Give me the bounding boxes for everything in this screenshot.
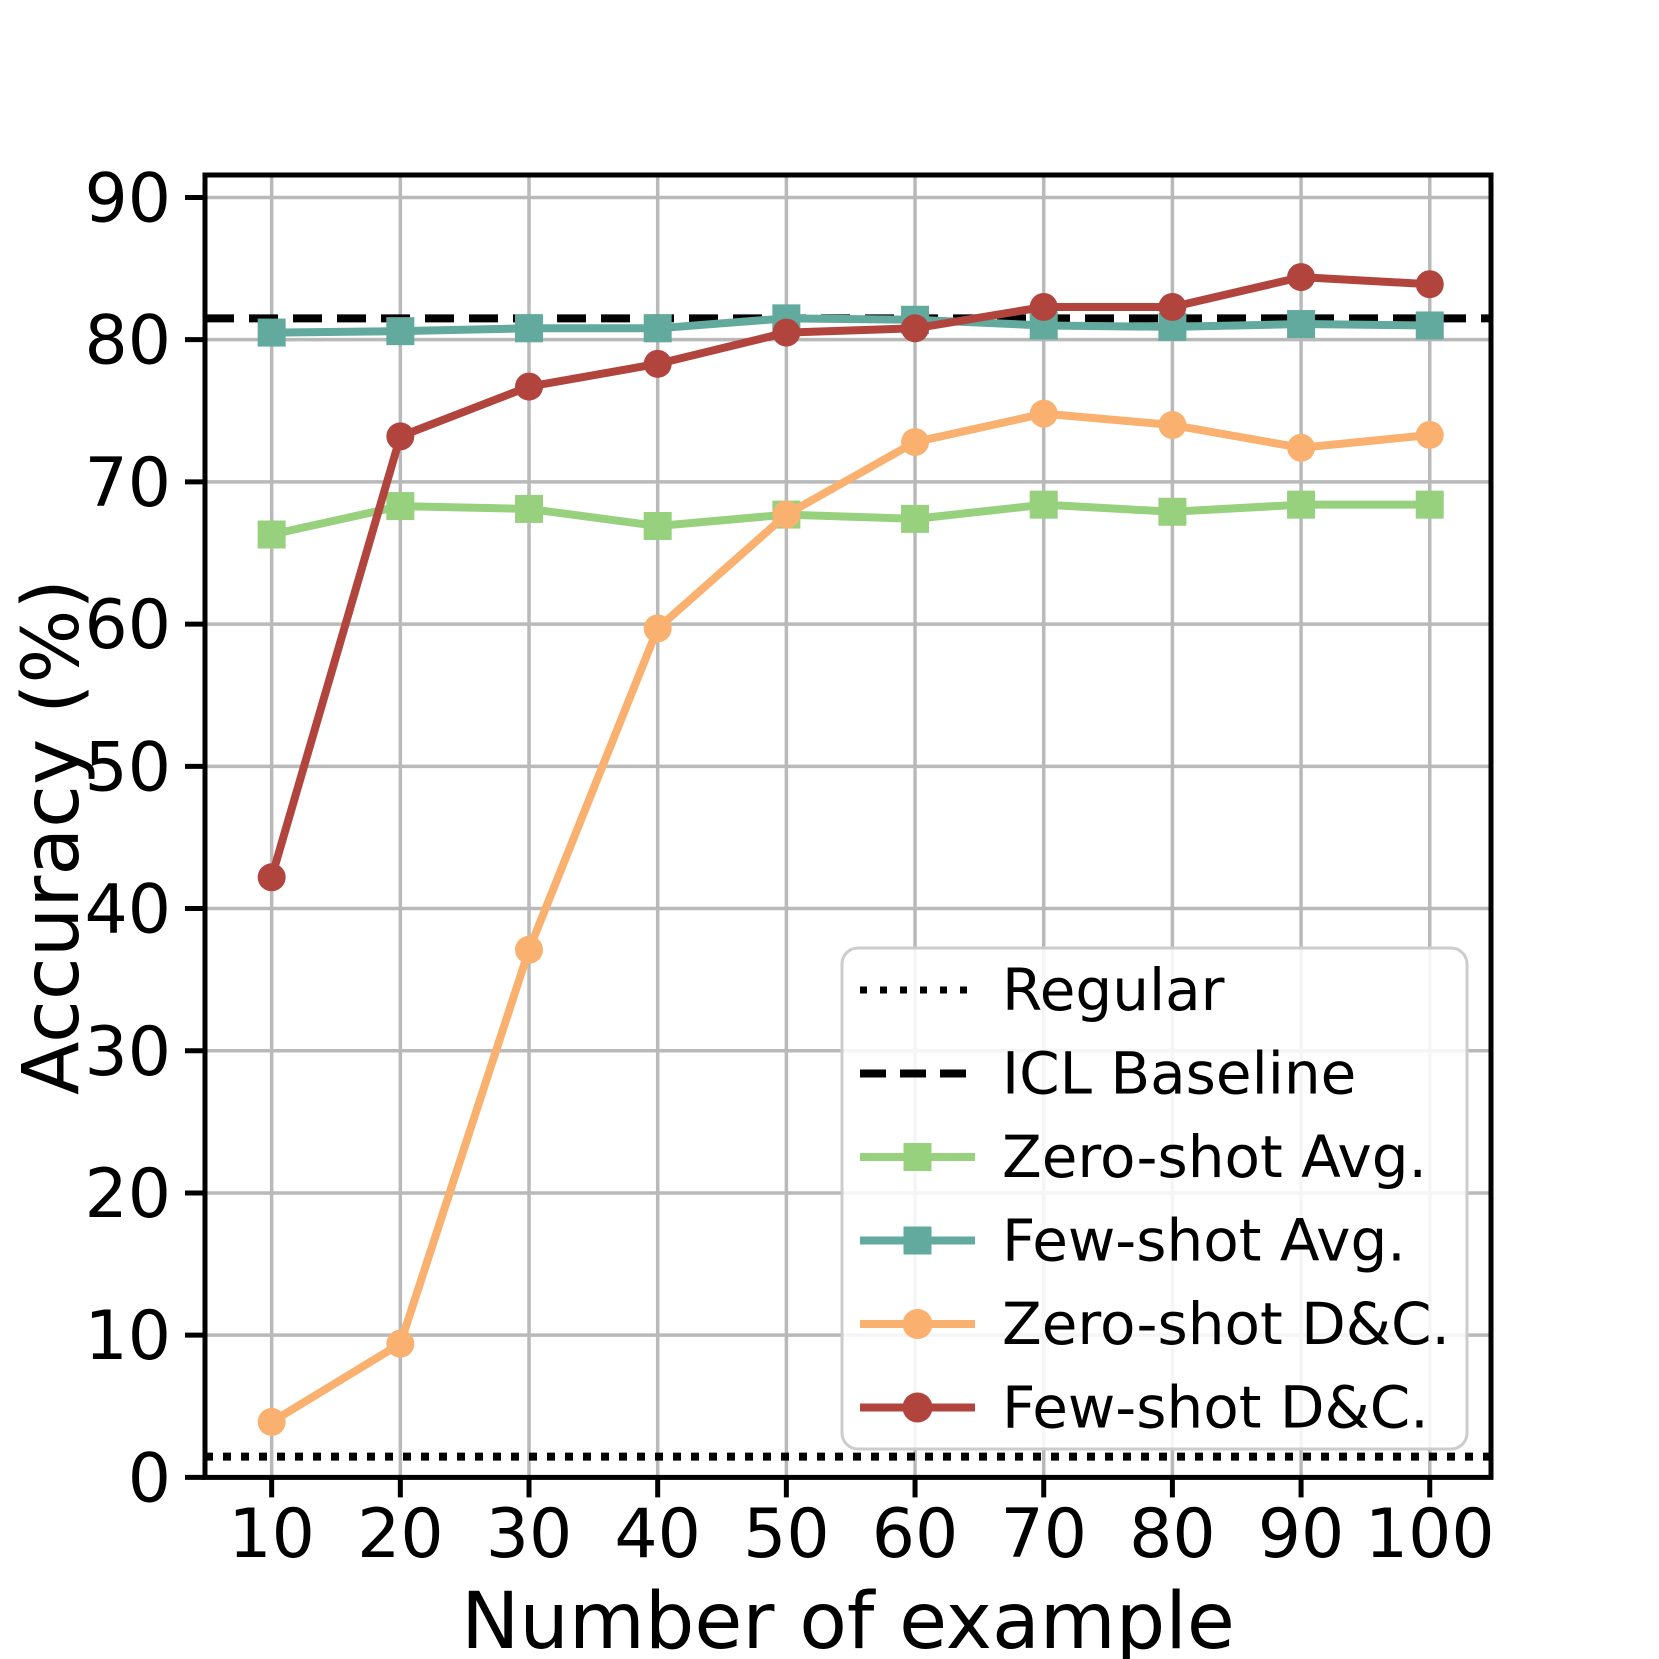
x-tick-label: 80 [1129, 1495, 1216, 1574]
y-tick-label: 30 [84, 1013, 171, 1092]
x-tick-label: 70 [1000, 1495, 1087, 1574]
marker-square [643, 314, 672, 343]
marker-square [515, 314, 544, 343]
marker-square [901, 504, 930, 533]
marker-circle [1287, 433, 1316, 462]
marker-circle [643, 614, 672, 643]
marker-square [257, 318, 286, 347]
marker-circle [1158, 292, 1187, 321]
marker-circle [901, 314, 930, 343]
y-tick-label: 60 [84, 586, 171, 665]
marker-square [643, 511, 672, 540]
x-tick-label: 60 [872, 1495, 959, 1574]
x-tick-label: 40 [614, 1495, 701, 1574]
legend-box [840, 946, 1469, 1451]
marker-square [515, 494, 544, 523]
legend-label: Regular [1002, 956, 1225, 1024]
x-tick-label: 20 [357, 1495, 444, 1574]
y-tick-label: 70 [84, 444, 171, 523]
marker-square [1287, 490, 1316, 519]
y-tick-label: 50 [84, 728, 171, 807]
x-tick-label: 10 [228, 1495, 315, 1574]
marker-circle [515, 372, 544, 401]
marker-circle [1415, 270, 1444, 299]
series-line [267, 273, 1434, 882]
legend-marker-square [903, 1143, 932, 1171]
legend-entry: ICL Baseline [860, 1040, 1356, 1108]
marker-circle [386, 422, 415, 451]
legend-entry: Zero-shot D&C. [860, 1290, 1450, 1358]
marker-circle [772, 500, 801, 529]
legend-marker-circle [902, 1392, 933, 1423]
marker-circle [257, 1407, 286, 1436]
axes-frame [202, 172, 1494, 1480]
legend-marker-circle [902, 1309, 933, 1339]
marker-square [386, 317, 415, 346]
legend-label: Zero-shot Avg. [1002, 1123, 1427, 1191]
legend-label: ICL Baseline [1002, 1040, 1356, 1108]
series-line [267, 314, 1434, 337]
marker-square [1415, 490, 1444, 519]
marker-circle [643, 349, 672, 378]
legend-label: Few-shot D&C. [1002, 1374, 1429, 1442]
x-tick-label: 50 [743, 1495, 830, 1574]
legend-label: Few-shot Avg. [1002, 1207, 1406, 1275]
marker-square [1029, 490, 1058, 519]
series-line [267, 409, 1434, 1426]
legend-entry: Regular [860, 956, 1225, 1024]
marker-square [386, 492, 415, 521]
series-line [267, 500, 1434, 539]
x-tick-label: 100 [1365, 1495, 1495, 1574]
marker-circle [772, 318, 801, 347]
legend-entry: Few-shot D&C. [860, 1374, 1429, 1442]
marker-circle [1415, 420, 1444, 449]
marker-square [1415, 311, 1444, 340]
y-tick-label: 90 [84, 159, 171, 238]
marker-circle [386, 1329, 415, 1358]
y-tick-label: 40 [84, 871, 171, 950]
x-tick-label: 90 [1258, 1495, 1345, 1574]
x-axis-label: Number of example [461, 1577, 1235, 1659]
legend-label: Zero-shot D&C. [1002, 1290, 1450, 1358]
marker-circle [515, 935, 544, 964]
y-tick-label: 80 [84, 302, 171, 381]
marker-circle [1158, 411, 1187, 440]
y-tick-label: 10 [84, 1297, 171, 1376]
marker-square [257, 520, 286, 549]
legend-entry: Few-shot Avg. [860, 1207, 1406, 1275]
y-axis-label: Accuracy (%) [7, 579, 97, 1095]
x-tick-label: 30 [486, 1495, 573, 1574]
y-tick-label: 20 [84, 1155, 171, 1234]
marker-circle [901, 428, 930, 457]
marker-square [1287, 310, 1316, 339]
marker-circle [257, 863, 286, 892]
marker-circle [1287, 263, 1316, 292]
marker-circle [1029, 292, 1058, 321]
plot-area: 0 10 20 30 40 50 60 70 80 90 10 20 30 40 50 60 70 80 90 100… [84, 159, 1494, 1574]
marker-circle [1029, 399, 1058, 428]
marker-square [1158, 497, 1187, 526]
legend-entry: Zero-shot Avg. [860, 1123, 1427, 1191]
legend-marker-square [903, 1226, 932, 1255]
y-tick-label: 0 [128, 1439, 171, 1518]
